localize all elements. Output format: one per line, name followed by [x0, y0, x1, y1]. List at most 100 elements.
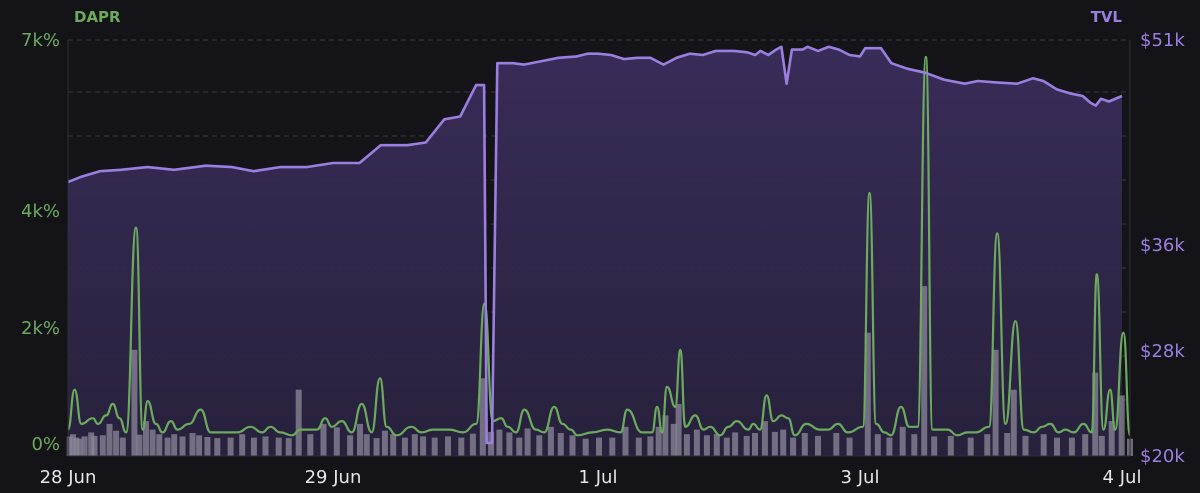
- dapr-bar: [703, 435, 710, 456]
- dapr-bar: [874, 434, 881, 456]
- dapr-bar: [557, 433, 564, 456]
- dapr-bar: [431, 437, 438, 456]
- x-tick-label: 28 Jun: [40, 467, 97, 488]
- dapr-bar: [227, 437, 234, 456]
- dapr-bar: [143, 421, 149, 456]
- dapr-bar: [285, 438, 292, 456]
- x-tick-label: 4 Jul: [1103, 467, 1142, 488]
- dapr-bar: [1054, 437, 1060, 456]
- dapr-bar: [381, 430, 388, 456]
- dapr-bar: [693, 429, 700, 456]
- dapr-bar: [214, 438, 221, 456]
- dapr-bar: [136, 434, 143, 456]
- dapr-bar: [275, 437, 282, 456]
- dapr-bar: [469, 433, 476, 456]
- dapr-bar: [984, 434, 991, 456]
- dapr-bar: [713, 434, 720, 456]
- dapr-bar: [164, 437, 171, 456]
- dapr-bar: [670, 423, 677, 456]
- dapr-bar: [363, 434, 370, 456]
- dapr-bar: [88, 432, 95, 456]
- dapr-bar: [496, 429, 503, 456]
- dapr-bar: [569, 435, 576, 456]
- tvl-area-fill: [68, 46, 1122, 457]
- dapr-bar: [99, 435, 106, 456]
- dapr-bar: [239, 434, 246, 456]
- dapr-bar: [171, 434, 178, 456]
- right-tick-label: $20k: [1140, 446, 1185, 467]
- dapr-bar: [1118, 395, 1125, 456]
- dapr-bar: [1010, 389, 1017, 456]
- dapr-bar: [771, 431, 778, 456]
- dapr-bar: [801, 433, 808, 456]
- dapr-bar: [683, 434, 690, 456]
- dapr-bar: [81, 436, 88, 456]
- x-tick-label: 29 Jun: [305, 467, 362, 488]
- dapr-bar: [886, 437, 893, 456]
- dapr-bar: [761, 421, 768, 456]
- dapr-bar: [506, 432, 513, 456]
- dapr-bar: [347, 435, 354, 456]
- dapr-bar: [921, 286, 928, 456]
- dapr-bar: [420, 436, 427, 456]
- dapr-bar: [250, 437, 257, 456]
- dapr-bar: [675, 403, 682, 456]
- dapr-bar: [516, 437, 523, 456]
- dapr-bar: [899, 426, 906, 457]
- dapr-bar: [91, 435, 98, 456]
- dapr-bar: [479, 378, 486, 456]
- dapr-bar: [1004, 433, 1011, 456]
- left-tick-label: 7k%: [21, 30, 60, 51]
- dapr-bar: [1022, 435, 1029, 456]
- dapr-bar: [196, 435, 203, 456]
- dapr-bar: [156, 434, 163, 456]
- right-tick-label: $28k: [1140, 341, 1185, 362]
- dapr-bar: [357, 423, 363, 456]
- dapr-bar: [931, 436, 938, 456]
- dapr-bar: [66, 436, 73, 456]
- dapr-bar: [655, 426, 662, 457]
- dapr-bar: [119, 437, 126, 456]
- x-tick-label: 3 Jul: [841, 467, 880, 488]
- dapr-bar: [992, 349, 999, 456]
- dapr-bar: [204, 437, 211, 456]
- dapr-bar: [1068, 437, 1075, 456]
- dapr-bar: [864, 332, 871, 456]
- dapr-bar: [113, 430, 120, 456]
- dapr-bar: [1098, 435, 1105, 456]
- dapr-bar: [445, 436, 451, 456]
- dapr-bar: [1082, 434, 1089, 456]
- dapr-bar: [1040, 434, 1047, 456]
- dapr-bar: [149, 429, 156, 456]
- dapr-bar: [947, 435, 954, 456]
- dapr-bar: [723, 437, 730, 456]
- dapr-bar: [536, 435, 543, 456]
- dapr-bar: [609, 437, 616, 456]
- dapr-bar: [846, 437, 853, 456]
- dapr-bar: [547, 426, 554, 457]
- dapr-bar: [262, 436, 269, 456]
- dapr-bar: [647, 436, 654, 456]
- dapr-bar: [622, 426, 629, 457]
- left-tick-label: 2k%: [21, 318, 60, 339]
- dapr-bar: [911, 434, 918, 456]
- dapr-bar: [70, 434, 76, 456]
- dapr-bar: [752, 433, 758, 456]
- dapr-bar: [320, 423, 327, 456]
- dapr-bar: [373, 438, 380, 456]
- right-axis-title: TVL: [1091, 8, 1123, 26]
- left-axis-title: DAPR: [74, 8, 121, 26]
- dapr-bar: [295, 389, 302, 456]
- dapr-bar: [307, 434, 314, 456]
- dapr-bar: [179, 436, 186, 456]
- dapr-bar: [1092, 372, 1099, 456]
- right-tick-label: $36k: [1140, 235, 1185, 256]
- dapr-line: [66, 55, 1132, 437]
- dapr-bar: [596, 437, 602, 456]
- right-tick-label: $51k: [1140, 30, 1185, 51]
- dapr-bar: [76, 438, 83, 456]
- tvl-line: [67, 45, 1123, 445]
- dapr-bar: [662, 415, 669, 456]
- dapr-bar: [635, 437, 642, 456]
